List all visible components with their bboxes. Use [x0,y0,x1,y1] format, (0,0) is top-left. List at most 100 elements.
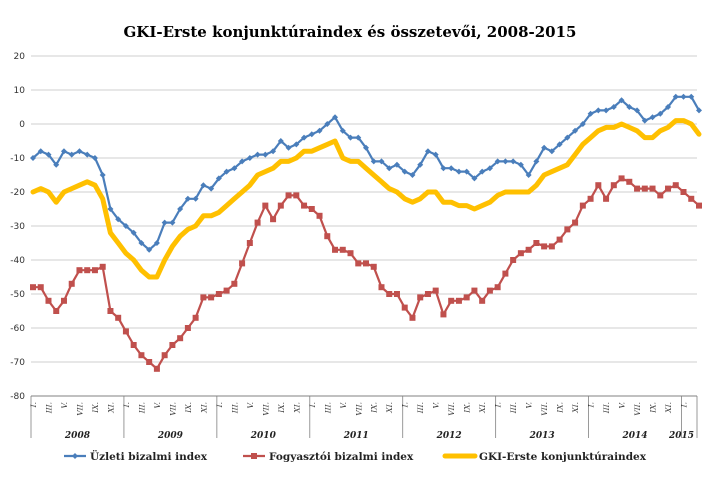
data-point [494,284,501,291]
x-tick-label: IX. [463,402,472,414]
data-point [440,311,447,318]
data-point [99,172,106,178]
series-line [31,177,701,370]
data-point [153,365,160,372]
data-point [107,206,114,212]
x-tick-label: XI. [385,402,394,414]
data-point [448,165,455,172]
y-tick-label: -80 [10,392,25,402]
series-2 [30,175,702,372]
data-point [177,206,184,212]
year-label: 2011 [343,431,369,441]
x-tick-label: III. [44,402,53,414]
x-tick-label: I. [29,402,38,408]
data-point [401,168,408,175]
y-tick-label: -60 [10,324,25,334]
data-point [610,182,617,189]
y-tick-label: 0 [19,120,25,130]
legend: Üzleti bizalmi index Fogyasztói bizalmi i… [64,449,647,463]
data-point [363,260,369,267]
x-tick-label: I. [401,402,410,408]
data-point [293,192,300,199]
x-tick-label: I. [215,402,224,408]
data-point [146,359,153,365]
data-point [254,219,261,226]
data-point [347,250,354,257]
data-point [122,328,129,335]
data-point [339,127,346,134]
data-point [502,270,509,277]
data-point [223,168,230,175]
data-point [393,291,400,297]
data-point [432,287,439,294]
x-tick-label: VII. [354,402,363,416]
series-line [30,118,702,280]
data-point [649,114,656,121]
data-point [184,195,191,202]
x-tick-label: IX. [184,402,193,414]
data-point [455,297,462,304]
data-point [657,192,664,199]
data-point [37,284,44,291]
data-point [324,233,331,240]
data-point [517,250,524,257]
x-tick-label: XI. [664,402,673,414]
x-tick-label: III. [137,402,146,414]
data-point [548,148,555,155]
data-point [169,219,176,226]
x-tick-label: I. [494,402,503,408]
x-tick-label: V. [525,402,534,409]
y-tick-label: -30 [10,222,25,232]
data-point [122,223,129,229]
data-point [393,161,400,168]
data-point [672,182,679,189]
data-point [363,144,369,151]
y-tick-label: -70 [10,358,25,368]
data-point [76,267,83,274]
data-point [254,151,261,158]
data-point [587,110,594,117]
data-point [486,165,493,172]
data-point [370,158,377,165]
data-point [479,297,486,304]
data-point [277,202,284,209]
data-point [641,185,648,192]
data-point [688,93,695,100]
y-axis: -80 -70 -60 -50 -40 -30 -20 -10 0 10 20 [10,52,25,402]
series-1 [30,93,702,253]
data-point [572,127,579,134]
x-axis: I. III. V. VII. IX. XI. 2008 I. III. V. VII. IX. XI.… [29,395,698,441]
data-point [45,297,52,304]
data-point [239,158,246,165]
data-point [215,175,222,182]
data-point [502,158,509,165]
data-point [200,182,207,189]
chart-title: GKI-Erste konjunktúraindex és összetevői… [124,23,577,41]
x-tick-label: VII. [168,402,177,416]
data-point [138,352,145,359]
data-point [548,243,555,250]
data-point [153,240,160,246]
data-point [680,189,687,195]
data-point [696,202,702,209]
data-point [355,134,362,141]
legend-item: GKI-Erste konjunktúraindex [442,451,647,463]
x-tick-label: XI. [571,402,580,414]
data-point [479,168,486,175]
x-tick-label: III. [509,402,518,414]
data-point [161,352,168,359]
data-point [339,246,346,253]
data-point [634,185,641,192]
year-label: 2012 [436,431,462,441]
data-point [239,260,246,267]
y-tick-label: -50 [10,290,25,300]
data-point [471,287,478,294]
x-tick-label: V. [339,402,348,409]
data-point [417,294,424,301]
data-point [146,246,153,253]
data-point [332,114,339,121]
data-point [301,134,308,141]
x-tick-label: VII. [540,402,549,416]
data-point [76,148,83,155]
data-point [53,308,60,314]
